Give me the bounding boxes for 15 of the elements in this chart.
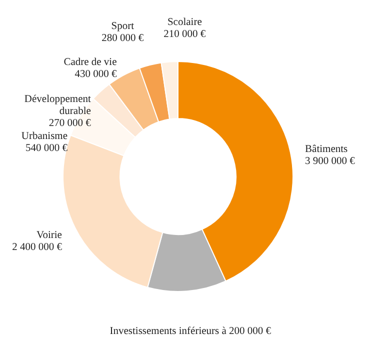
data-label: 280 000 € [102,33,144,44]
slice-label: Investissements inférieurs à 200 000 € [110,326,272,338]
slice-label: Urbanisme [21,130,68,142]
data-label: 270 000 € [48,118,92,129]
data-label: 540 000 € [26,142,68,154]
slice-label: Scolaire [167,16,202,28]
slice-label: Développement durable [24,94,92,117]
data-label: 430 000 € [74,68,118,80]
slice-label: Sport [111,21,134,32]
data-label: 3 900 000 € [305,156,356,167]
slice-label: Voirie [36,230,62,242]
data-label: 2 400 000 € [12,242,63,254]
slice-label: Cadre de vie [64,56,118,68]
data-label: 210 000 € [164,28,206,40]
slice-label: Bâtiments [305,144,348,155]
